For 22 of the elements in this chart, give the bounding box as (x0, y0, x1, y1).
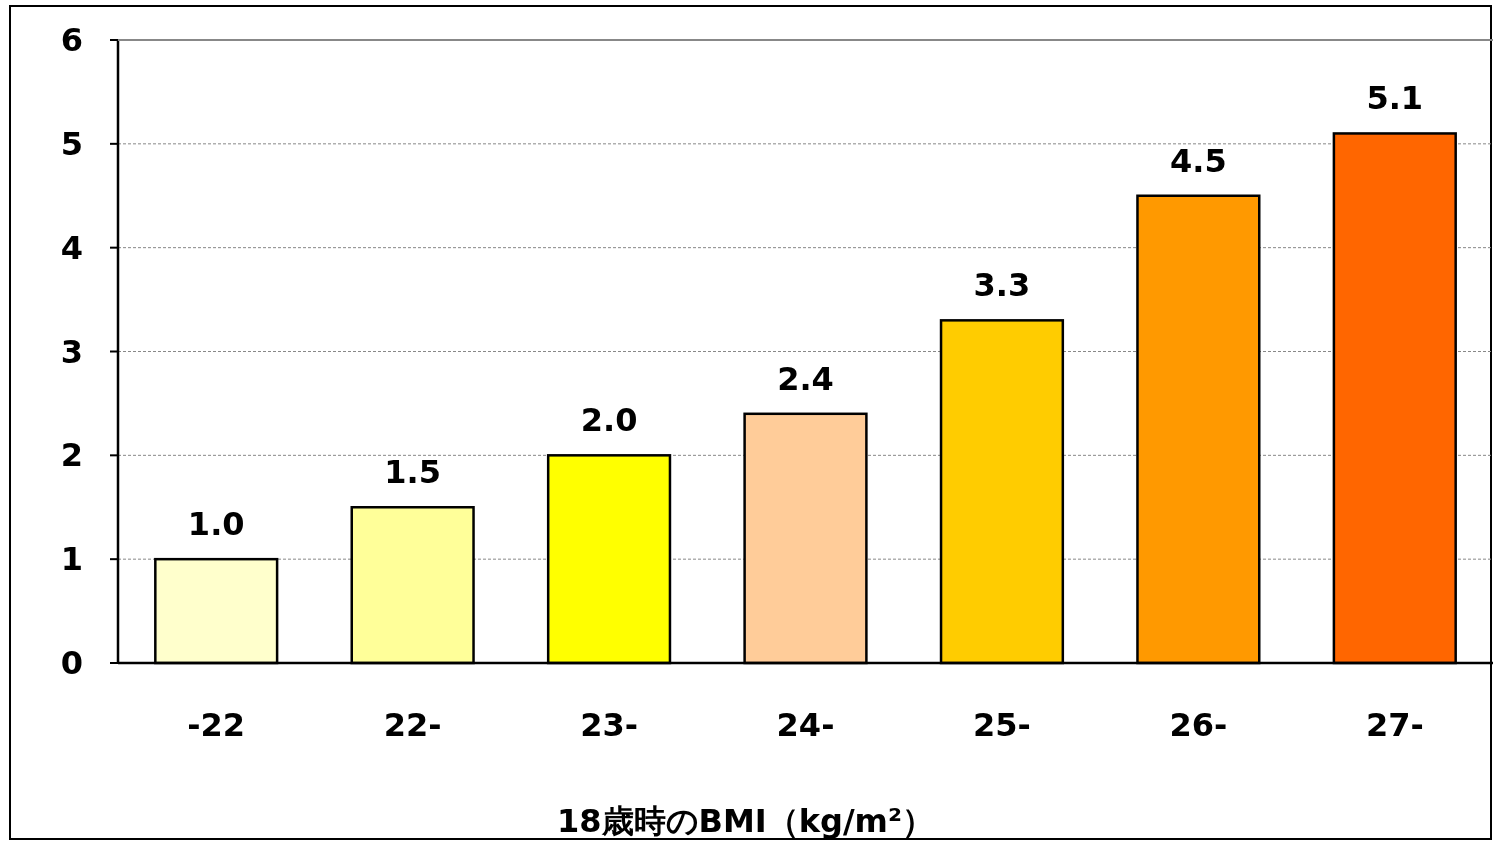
x-axis-title: 18歳時のBMI（kg/m²） (557, 802, 934, 840)
x-tick-label: 23- (580, 706, 638, 744)
x-tick-label: 25- (973, 706, 1031, 744)
data-label: 4.5 (1170, 141, 1227, 180)
data-label: 1.0 (187, 505, 245, 544)
data-label: 2.0 (580, 401, 638, 440)
data-label: 2.4 (777, 359, 834, 398)
x-tick-label: 24- (776, 706, 835, 744)
y-tick-label: 5 (60, 124, 84, 163)
y-tick-label: 0 (60, 644, 84, 682)
data-label: 5.1 (1366, 79, 1424, 118)
data-label: 1.5 (384, 453, 441, 492)
x-tick-label: 26- (1169, 706, 1228, 744)
x-tick-label: 22- (383, 706, 442, 744)
x-tick-label: -22 (187, 706, 246, 744)
y-tick-label: 1 (60, 540, 84, 579)
y-tick-label: 3 (60, 332, 84, 371)
y-tick-label: 4 (60, 228, 84, 267)
y-tick-label: 6 (60, 21, 84, 59)
y-tick-label: 2 (60, 436, 84, 475)
data-label: 3.3 (973, 266, 1031, 305)
x-tick-label: 27- (1365, 706, 1424, 744)
